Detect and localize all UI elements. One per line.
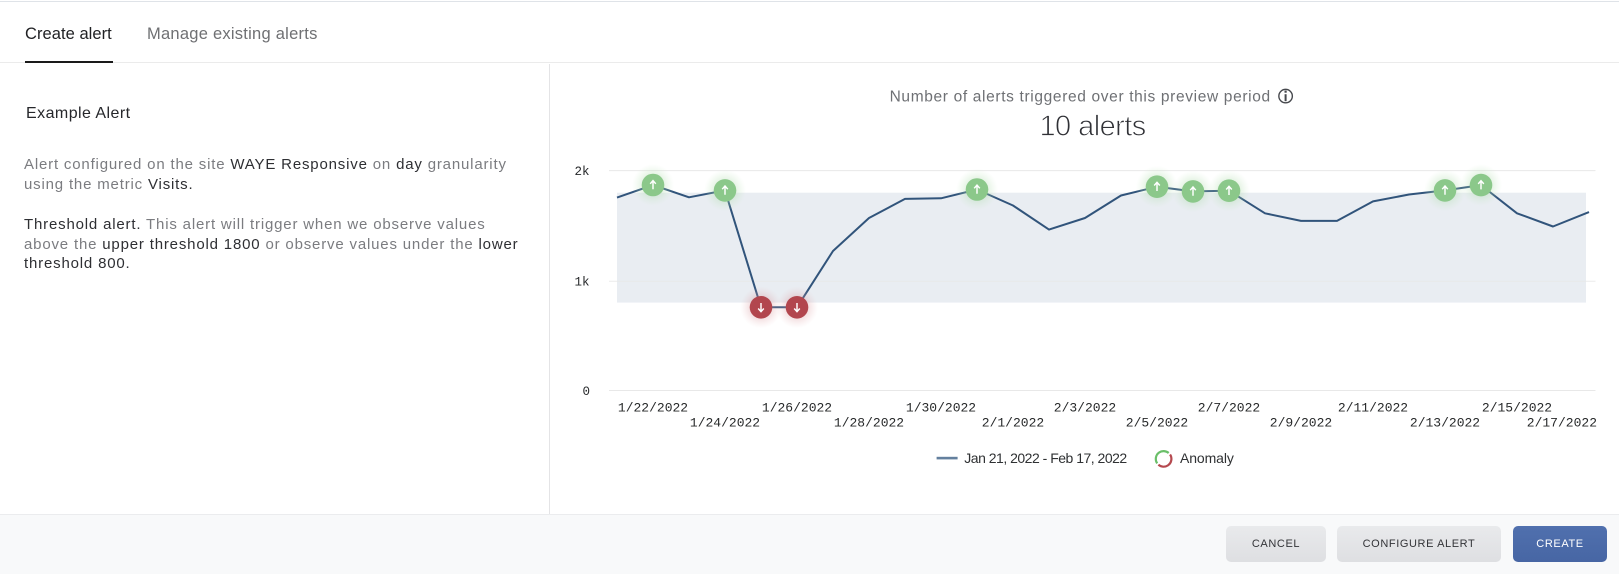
svg-text:2/13/2022: 2/13/2022 [1410, 415, 1480, 430]
svg-text:1/24/2022: 1/24/2022 [690, 415, 760, 430]
svg-text:1/26/2022: 1/26/2022 [762, 400, 832, 415]
svg-text:0: 0 [582, 385, 590, 399]
svg-text:2/3/2022: 2/3/2022 [1054, 400, 1116, 415]
svg-text:2/15/2022: 2/15/2022 [1482, 400, 1552, 415]
svg-text:2/9/2022: 2/9/2022 [1270, 415, 1332, 430]
svg-text:2/17/2022: 2/17/2022 [1527, 415, 1597, 430]
svg-text:1/30/2022: 1/30/2022 [906, 400, 976, 415]
svg-text:1/22/2022: 1/22/2022 [618, 400, 688, 415]
svg-text:2/5/2022: 2/5/2022 [1126, 415, 1188, 430]
svg-text:Number of alerts triggered ove: Number of alerts triggered over this pre… [890, 89, 1271, 106]
svg-text:2/1/2022: 2/1/2022 [982, 415, 1044, 430]
svg-text:1k: 1k [574, 276, 589, 290]
svg-text:1/28/2022: 1/28/2022 [834, 415, 904, 430]
svg-text:2k: 2k [574, 165, 589, 179]
svg-text:10 alerts: 10 alerts [1039, 110, 1145, 142]
svg-text:Jan 21, 2022 - Feb 17, 2022: Jan 21, 2022 - Feb 17, 2022 [964, 450, 1127, 466]
svg-text:Anomaly: Anomaly [1180, 450, 1234, 466]
svg-text:2/11/2022: 2/11/2022 [1338, 400, 1408, 415]
svg-text:2/7/2022: 2/7/2022 [1198, 400, 1260, 415]
